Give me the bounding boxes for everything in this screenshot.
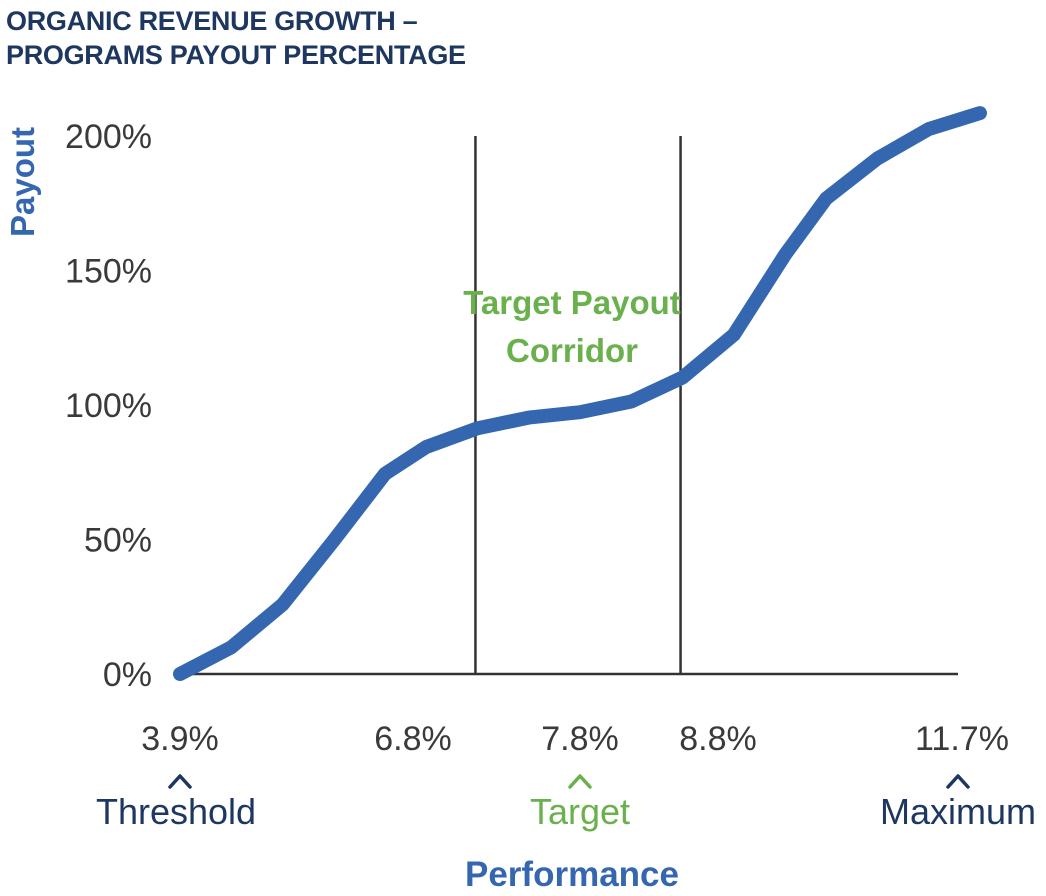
x-tick-labels: 3.9% 6.8% 7.8% 8.8% 11.7% [141,720,1009,758]
x-tick-label: 11.7% [915,720,1009,758]
marker-label: Target [530,791,630,832]
y-tick-label: 200% [65,118,152,156]
chart-title: ORGANIC REVENUE GROWTH – PROGRAMS PAYOUT… [6,4,466,72]
corridor-label-line-2: Corridor [506,332,638,369]
marker-label: Threshold [96,791,256,832]
y-tick-label: 50% [84,522,152,560]
payout-curve-0 [173,106,987,681]
y-tick-labels: 0% 50% 100% 150% 200% [65,118,152,694]
marker-caret-icon [946,774,970,789]
x-tick-label: 7.8% [541,720,619,758]
marker-caret-icon [168,774,192,789]
x-tick-label: 8.8% [679,720,757,758]
y-tick-label: 100% [65,387,152,425]
y-tick-label: 0% [103,656,152,694]
x-tick-label: 3.9% [141,720,219,758]
corridor-label-line-1: Target Payout [463,284,681,321]
x-axis-label: Performance [465,855,679,894]
x-tick-label: 6.8% [374,720,452,758]
marker-label: Maximum [880,791,1036,832]
series-layer [173,106,987,681]
corridor-lines [474,136,682,674]
performance-markers: Threshold Target Maximum [96,774,1036,832]
chart-title-line-2: PROGRAMS PAYOUT PERCENTAGE [6,40,466,70]
y-axis-label: Payout [4,127,41,237]
y-tick-label: 150% [65,253,152,291]
marker-caret-icon [568,774,592,789]
chart-title-line-1: ORGANIC REVENUE GROWTH – [6,6,418,36]
